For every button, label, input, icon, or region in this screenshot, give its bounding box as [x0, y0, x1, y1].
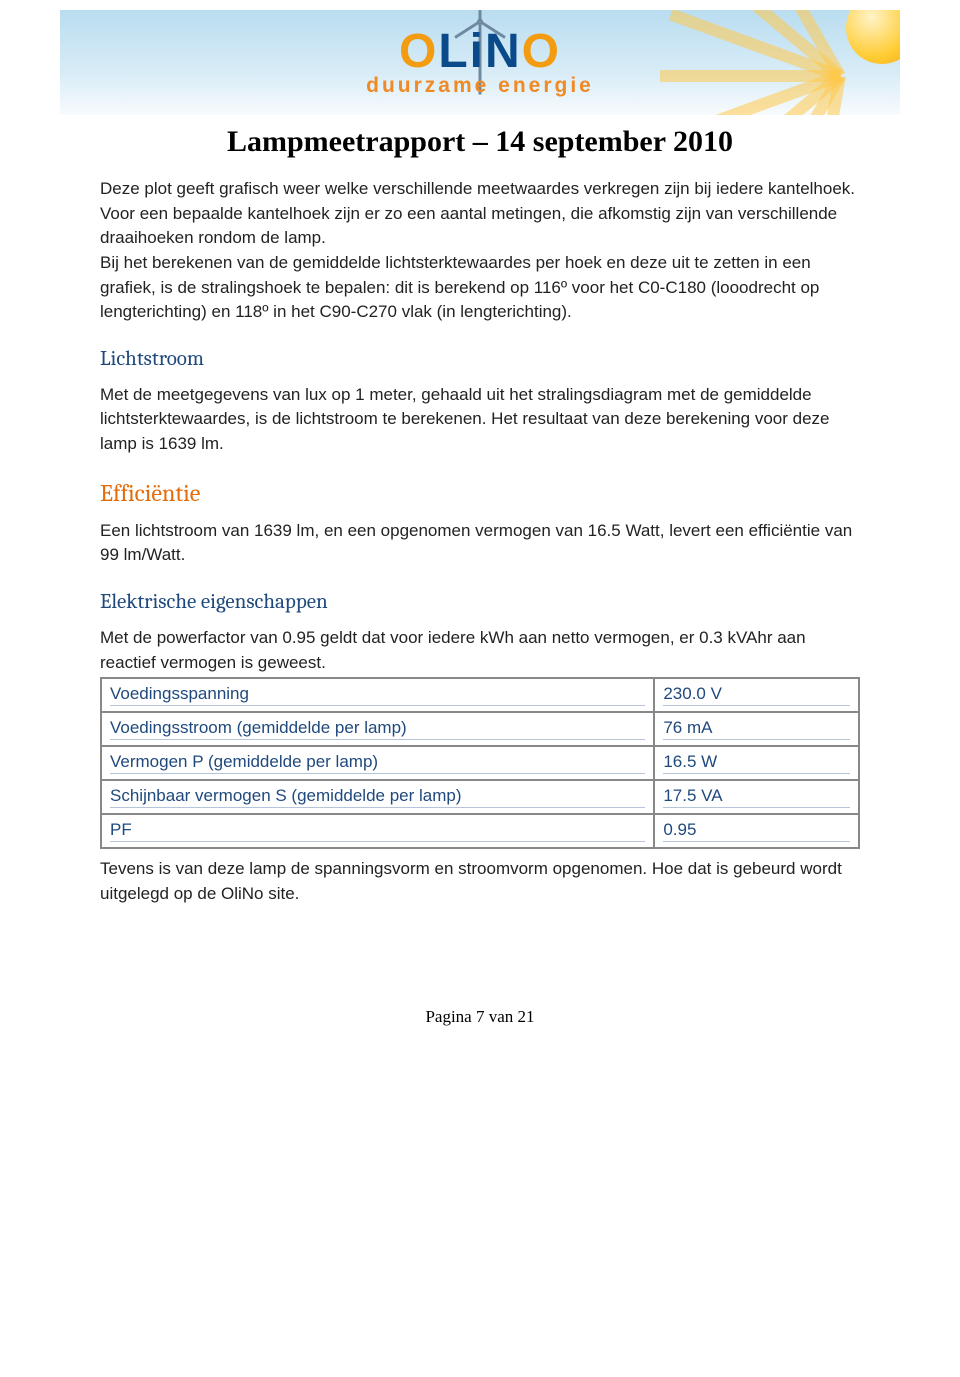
logo: OLiNO duurzame energie: [366, 28, 594, 98]
efficientie-paragraph: Een lichtstroom van 1639 lm, en een opge…: [100, 519, 860, 568]
row-value: 17.5 VA: [663, 786, 850, 808]
row-value: 0.95: [663, 820, 850, 842]
sun-graphic: [750, 10, 900, 115]
table-row: Voedingsstroom (gemiddelde per lamp) 76 …: [101, 712, 859, 746]
table-row: Voedingsspanning 230.0 V: [101, 678, 859, 712]
row-label: Vermogen P (gemiddelde per lamp): [110, 752, 645, 774]
header-banner: OLiNO duurzame energie: [60, 10, 900, 115]
doc-title: Lampmeetrapport – 14 september 2010: [100, 125, 860, 159]
row-value: 16.5 W: [663, 752, 850, 774]
row-label: Voedingsstroom (gemiddelde per lamp): [110, 718, 645, 740]
table-row: Schijnbaar vermogen S (gemiddelde per la…: [101, 780, 859, 814]
heading-lichtstroom: Lichtstroom: [100, 347, 860, 371]
page: OLiNO duurzame energie Lampmeetrapport –…: [0, 10, 960, 1057]
electrical-properties-table: Voedingsspanning 230.0 V Voedingsstroom …: [100, 677, 860, 849]
row-value: 230.0 V: [663, 684, 850, 706]
elek-intro-paragraph: Met de powerfactor van 0.95 geldt dat vo…: [100, 626, 860, 675]
document-content: Lampmeetrapport – 14 september 2010 Deze…: [0, 125, 960, 1027]
page-footer: Pagina 7 van 21: [100, 1007, 860, 1027]
table-row: Vermogen P (gemiddelde per lamp) 16.5 W: [101, 746, 859, 780]
heading-efficientie: Efficiëntie: [100, 479, 860, 507]
row-label: Voedingsspanning: [110, 684, 645, 706]
row-label: Schijnbaar vermogen S (gemiddelde per la…: [110, 786, 645, 808]
row-label: PF: [110, 820, 645, 842]
table-row: PF 0.95: [101, 814, 859, 848]
row-value: 76 mA: [663, 718, 850, 740]
logo-subtitle: duurzame energie: [366, 74, 594, 98]
logo-text: OLiNO: [366, 28, 594, 76]
elek-outro-paragraph: Tevens is van deze lamp de spanningsvorm…: [100, 857, 860, 906]
intro-paragraph: Deze plot geeft grafisch weer welke vers…: [100, 177, 860, 325]
lichtstroom-paragraph: Met de meetgegevens van lux op 1 meter, …: [100, 383, 860, 457]
heading-elektrische-eigenschappen: Elektrische eigenschappen: [100, 590, 860, 614]
